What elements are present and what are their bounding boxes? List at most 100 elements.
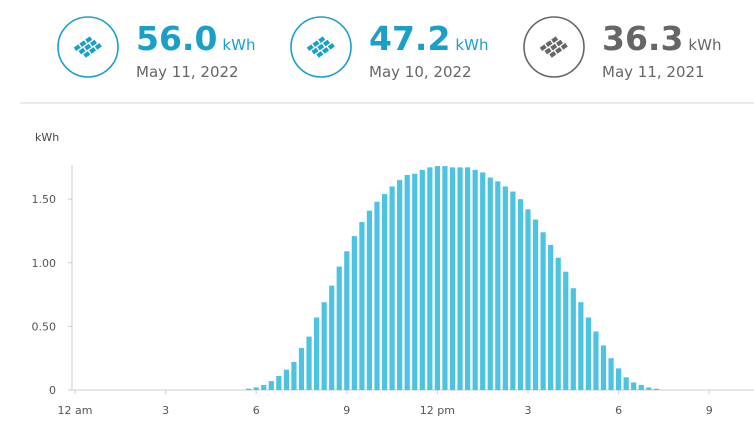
solar-cell bbox=[322, 47, 330, 54]
solar-cell bbox=[327, 43, 335, 50]
bar bbox=[314, 317, 320, 390]
bar bbox=[276, 376, 282, 390]
bar bbox=[578, 302, 584, 390]
bar bbox=[419, 169, 425, 390]
stat-card: 56.0 kWh May 11, 2022 bbox=[57, 16, 255, 81]
bar bbox=[404, 174, 410, 390]
bar bbox=[306, 336, 312, 390]
bar bbox=[472, 169, 478, 390]
bar bbox=[548, 244, 554, 390]
x-tick-label: 9 bbox=[706, 404, 713, 417]
solar-cell bbox=[317, 43, 325, 51]
x-tick-label: 12 pm bbox=[420, 404, 455, 417]
solar-cell bbox=[323, 39, 331, 47]
solar-cell bbox=[545, 40, 553, 48]
bar bbox=[631, 382, 637, 390]
solar-cell bbox=[544, 47, 552, 55]
solar-cell bbox=[84, 43, 92, 51]
solar-icon bbox=[306, 36, 335, 58]
bar bbox=[261, 384, 267, 390]
bar bbox=[570, 288, 576, 390]
bar bbox=[298, 348, 305, 390]
bar bbox=[291, 362, 297, 390]
bar bbox=[525, 209, 531, 390]
bar bbox=[366, 210, 373, 390]
bar bbox=[487, 177, 493, 390]
solar-cell bbox=[318, 36, 326, 43]
bar bbox=[495, 181, 501, 390]
solar-cell bbox=[555, 47, 563, 54]
x-tick-label: 9 bbox=[343, 404, 350, 417]
bar bbox=[593, 331, 599, 390]
stat-unit: kWh bbox=[688, 36, 721, 54]
bar bbox=[351, 236, 357, 390]
stat-date: May 10, 2022 bbox=[369, 63, 472, 81]
bar bbox=[336, 266, 342, 390]
solar-icon bbox=[73, 36, 102, 58]
solar-cell bbox=[94, 43, 102, 50]
bar bbox=[563, 271, 569, 390]
bar bbox=[646, 387, 652, 390]
solar-cell bbox=[549, 51, 557, 58]
solar-cell bbox=[73, 44, 81, 52]
solar-cell bbox=[560, 43, 568, 50]
stat-icon-ring bbox=[290, 16, 352, 78]
bar bbox=[329, 285, 335, 390]
bar bbox=[532, 219, 539, 390]
stat-unit: kWh bbox=[222, 36, 255, 54]
solar-icon bbox=[539, 36, 568, 58]
y-tick-label: 0 bbox=[49, 384, 56, 397]
bar bbox=[246, 388, 252, 390]
bar bbox=[623, 377, 629, 390]
solar-cell bbox=[551, 36, 559, 43]
stat-card: 47.2 kWh May 10, 2022 bbox=[290, 16, 488, 81]
x-tick-label: 3 bbox=[525, 404, 532, 417]
stat-icon-ring bbox=[57, 16, 119, 78]
stat-icon-ring bbox=[523, 16, 585, 78]
bar bbox=[480, 172, 486, 390]
bar bbox=[600, 345, 607, 390]
stat-unit: kWh bbox=[455, 36, 488, 54]
bar bbox=[389, 186, 395, 390]
stat-value-line: 36.3 kWh bbox=[602, 19, 721, 58]
stat-value-line: 47.2 kWh bbox=[369, 19, 488, 58]
bar bbox=[510, 191, 516, 390]
bar bbox=[434, 166, 440, 390]
bar bbox=[283, 369, 289, 390]
stat-date: May 11, 2021 bbox=[602, 63, 705, 81]
bar bbox=[321, 302, 327, 390]
y-axis-label: kWh bbox=[35, 131, 59, 144]
solar-cell bbox=[78, 47, 86, 55]
bar bbox=[268, 381, 274, 390]
solar-cell bbox=[316, 51, 324, 58]
bar bbox=[608, 358, 614, 390]
solar-cell bbox=[85, 36, 93, 43]
solar-cell bbox=[83, 51, 91, 58]
bar bbox=[540, 232, 546, 390]
bar bbox=[449, 167, 456, 390]
solar-cell bbox=[311, 47, 319, 55]
solar-cell bbox=[550, 43, 558, 51]
x-tick-label: 3 bbox=[162, 404, 169, 417]
solar-cell bbox=[306, 44, 314, 52]
bar bbox=[374, 201, 380, 390]
solar-cell bbox=[312, 40, 320, 48]
bar bbox=[412, 173, 418, 390]
stat-value: 47.2 bbox=[369, 19, 450, 58]
bar bbox=[517, 199, 524, 390]
bar bbox=[616, 368, 622, 390]
bar bbox=[359, 222, 365, 390]
bar bbox=[253, 387, 259, 390]
bar bbox=[555, 257, 561, 390]
stat-card: 36.3 kWh May 11, 2021 bbox=[523, 16, 721, 81]
stat-value-line: 56.0 kWh bbox=[136, 19, 255, 58]
stat-value: 56.0 bbox=[136, 19, 217, 58]
bar bbox=[344, 251, 350, 390]
y-tick-label: 1.00 bbox=[32, 257, 57, 270]
bar bbox=[457, 167, 463, 390]
solar-cell bbox=[89, 47, 97, 54]
solar-cell bbox=[79, 40, 87, 48]
x-tick-label: 6 bbox=[615, 404, 622, 417]
bar bbox=[381, 194, 388, 390]
stat-date: May 11, 2022 bbox=[136, 63, 239, 81]
